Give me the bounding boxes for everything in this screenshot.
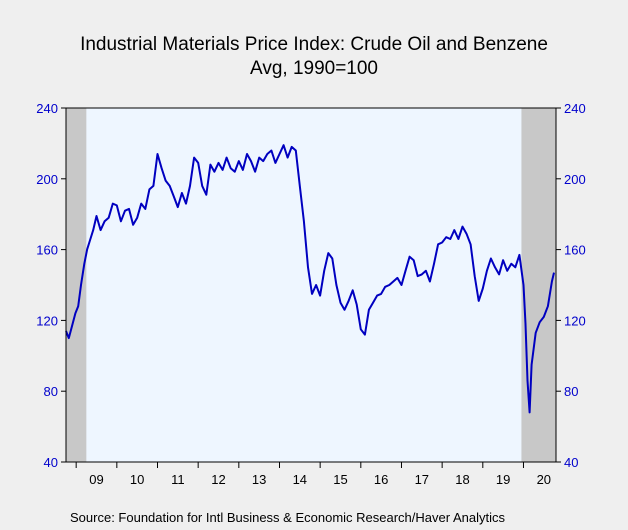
x-tick-label: 16 (374, 472, 388, 487)
y-axis-left: 40 80 120 160 200 240 (36, 101, 66, 470)
recession-shading (66, 108, 556, 462)
y-tick-label-right: 120 (564, 313, 586, 328)
series-line (65, 144, 555, 414)
x-tick-label: 19 (496, 472, 510, 487)
x-tick-label: 13 (252, 472, 266, 487)
series-layer (65, 144, 555, 414)
x-tick-label: 17 (415, 472, 429, 487)
x-tick-label: 20 (537, 472, 551, 487)
y-tick-label-left: 40 (44, 455, 58, 470)
shaded-period (521, 108, 556, 462)
x-tick-label: 15 (333, 472, 347, 487)
y-tick-label-left: 200 (36, 172, 58, 187)
y-tick-label-right: 240 (564, 101, 586, 116)
shaded-period (66, 108, 87, 462)
y-tick-label-left: 160 (36, 243, 58, 258)
x-tick-label: 18 (455, 472, 469, 487)
source-note: Source: Foundation for Intl Business & E… (70, 510, 505, 525)
x-tick-label: 14 (293, 472, 307, 487)
x-tick-label: 12 (211, 472, 225, 487)
y-tick-label-right: 160 (564, 243, 586, 258)
y-tick-label-left: 80 (44, 384, 58, 399)
x-tick-label: 10 (130, 472, 144, 487)
y-tick-label-left: 120 (36, 313, 58, 328)
y-tick-label-left: 240 (36, 101, 58, 116)
x-tick-label: 11 (171, 472, 185, 487)
chart-title: Industrial Materials Price Index: Crude … (80, 34, 548, 55)
x-axis: 09 10 11 12 13 14 15 16 17 18 19 20 (75, 462, 551, 487)
y-tick-label-right: 80 (564, 384, 578, 399)
x-tick-label: 09 (89, 472, 103, 487)
y-tick-label-right: 40 (564, 455, 578, 470)
y-tick-label-right: 200 (564, 172, 586, 187)
y-axis-right: 40 80 120 160 200 240 (556, 101, 586, 470)
chart-subtitle: Avg, 1990=100 (250, 58, 378, 79)
plot-frame (65, 107, 557, 463)
